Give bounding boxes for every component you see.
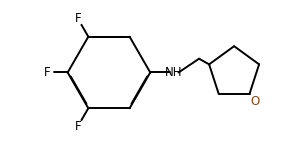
Text: O: O bbox=[250, 95, 260, 108]
Text: F: F bbox=[75, 12, 81, 25]
Text: F: F bbox=[44, 66, 50, 79]
Text: F: F bbox=[75, 119, 81, 133]
Text: NH: NH bbox=[165, 66, 183, 79]
